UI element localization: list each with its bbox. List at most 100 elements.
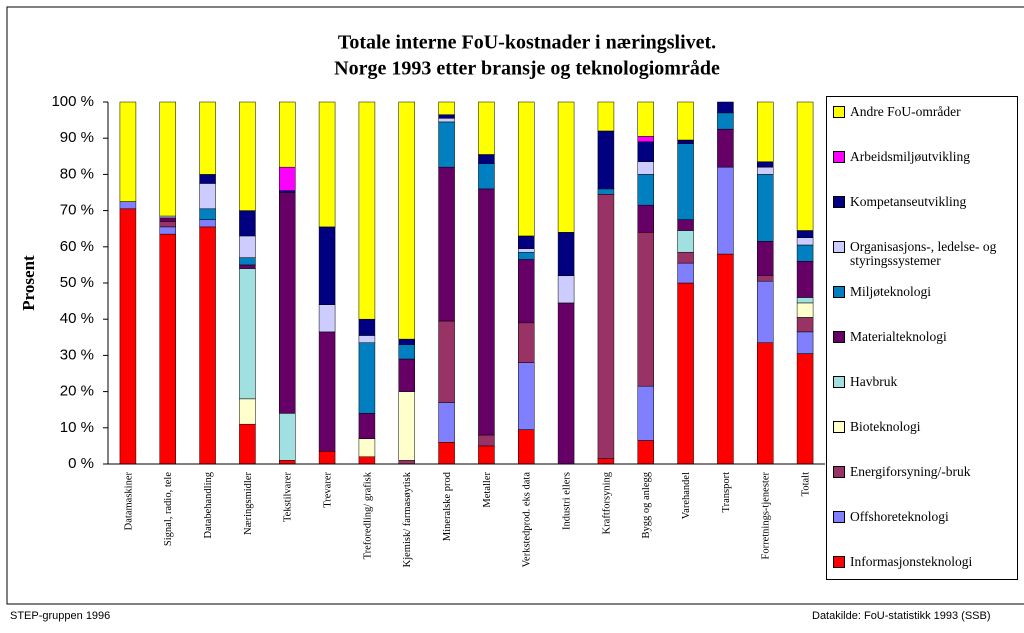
bar-segment	[518, 101, 535, 237]
bar-segment	[239, 235, 256, 258]
bar-segment	[478, 188, 495, 436]
bar-segment	[637, 136, 654, 143]
bar-segment	[637, 141, 654, 162]
bar-segment	[318, 101, 336, 228]
y-tick-label: 0 %	[68, 455, 94, 472]
bar-segment	[358, 335, 376, 343]
bar-segment	[796, 237, 814, 246]
bar-segment	[637, 385, 654, 441]
bar-segment	[398, 101, 415, 340]
bar-segment	[796, 302, 814, 318]
bar-segment	[518, 362, 535, 430]
bar-segment	[677, 282, 694, 465]
bar-segment	[398, 358, 415, 392]
legend-swatch	[833, 331, 845, 343]
bar-segment	[318, 451, 336, 465]
bar-segment	[757, 342, 774, 465]
bar-segment	[239, 257, 256, 266]
x-tick-label: Forretnings-tjenester	[761, 472, 772, 560]
legend-swatch	[833, 511, 845, 523]
legend-label: Organisasjons-, ledelse- og styringssyst…	[850, 239, 997, 268]
x-tick-label: Treforedling/ grafisk	[362, 471, 373, 559]
legend-label: Offshoreteknologi	[850, 509, 949, 524]
legend: Andre FoU-områder Arbeidsmiljøutvikling Ko…	[826, 96, 1018, 580]
bar-segment	[199, 183, 216, 210]
bar-segment	[518, 259, 535, 324]
legend-swatch	[833, 466, 845, 478]
bar-segment	[159, 233, 176, 465]
bar-segment	[637, 232, 654, 387]
bar-segment	[518, 248, 535, 253]
bar-segment	[438, 402, 455, 443]
bar-segment	[796, 353, 814, 465]
bar-segment	[239, 210, 256, 237]
x-tick-label: Metaller	[482, 472, 493, 508]
y-tick-label: 50 %	[60, 274, 94, 291]
x-tick-label: Næringsmidler	[243, 472, 254, 535]
bar-segment	[438, 320, 455, 403]
bar-segment	[318, 331, 336, 452]
bar-segment	[119, 208, 137, 465]
bar-segment	[239, 101, 256, 211]
bar-segment	[119, 201, 137, 210]
bar-segment	[677, 230, 694, 253]
bar-segment	[318, 304, 336, 333]
y-tick-label: 40 %	[60, 310, 94, 327]
y-tick-label: 60 %	[60, 238, 94, 255]
bar-segment	[478, 154, 495, 164]
bar-segment	[199, 219, 216, 228]
y-tick-label: 30 %	[60, 346, 94, 363]
bar-segment	[438, 101, 455, 115]
bar-segment	[279, 166, 296, 191]
y-tick-label: 100 %	[51, 93, 94, 110]
bar-segment	[199, 208, 216, 220]
bar-segment	[159, 226, 176, 235]
y-tick-label: 90 %	[60, 129, 94, 146]
bar-segment	[717, 128, 734, 168]
bar-segment	[438, 121, 455, 168]
x-tick-label: Kjemisk/ farmasøytisk	[402, 471, 413, 567]
bar-segment	[677, 101, 694, 141]
x-tick-label: Kraftforsyning	[601, 471, 612, 534]
x-tick-label: Industri ellers	[561, 472, 572, 530]
bar-segment	[518, 251, 535, 260]
x-tick-label: Datamaskiner	[123, 472, 134, 531]
y-axis-label: Prosent	[19, 255, 38, 311]
legend-swatch	[833, 376, 845, 388]
legend-swatch	[833, 241, 845, 253]
bar-segment	[159, 101, 176, 217]
bar-segment	[398, 338, 415, 345]
bar-segment	[279, 460, 296, 465]
source-left: STEP-gruppen 1996	[10, 610, 111, 622]
bar-segment	[478, 434, 495, 447]
bar-segment	[597, 194, 615, 459]
x-tick-label: Varehandel	[681, 472, 692, 519]
legend-swatch	[833, 106, 845, 118]
legend-label: Energiforsyning/-bruk	[850, 464, 971, 479]
legend-label: Andre FoU-områder	[850, 104, 961, 119]
x-tick-label: Transport	[721, 472, 732, 513]
bar-segment	[478, 163, 495, 190]
legend-swatch	[833, 286, 845, 298]
x-tick-label: Bygg og anlegg	[641, 471, 652, 538]
source-right: Datakilde: FoU-statistikk 1993 (SSB)	[812, 610, 991, 622]
chart-subtitle: Norge 1993 etter bransje og teknologiomr…	[334, 58, 720, 80]
bar-segment	[438, 166, 455, 322]
bar-segment	[318, 226, 336, 305]
x-tick-label: Totalt	[800, 472, 811, 496]
bar-segment	[597, 188, 615, 195]
bar-segment	[557, 101, 575, 233]
bar-segment	[796, 230, 814, 238]
bar-segment	[637, 204, 654, 233]
bar-segment	[757, 241, 774, 277]
bar-segment	[478, 445, 495, 465]
legend-label: Arbeidsmiljøutvikling	[850, 149, 970, 164]
bar-segment	[717, 253, 734, 465]
bar-segment	[677, 143, 694, 220]
bar-segment	[717, 101, 734, 114]
bar-segment	[398, 344, 415, 360]
bar-segment	[239, 423, 256, 465]
bar-segment	[557, 275, 575, 304]
